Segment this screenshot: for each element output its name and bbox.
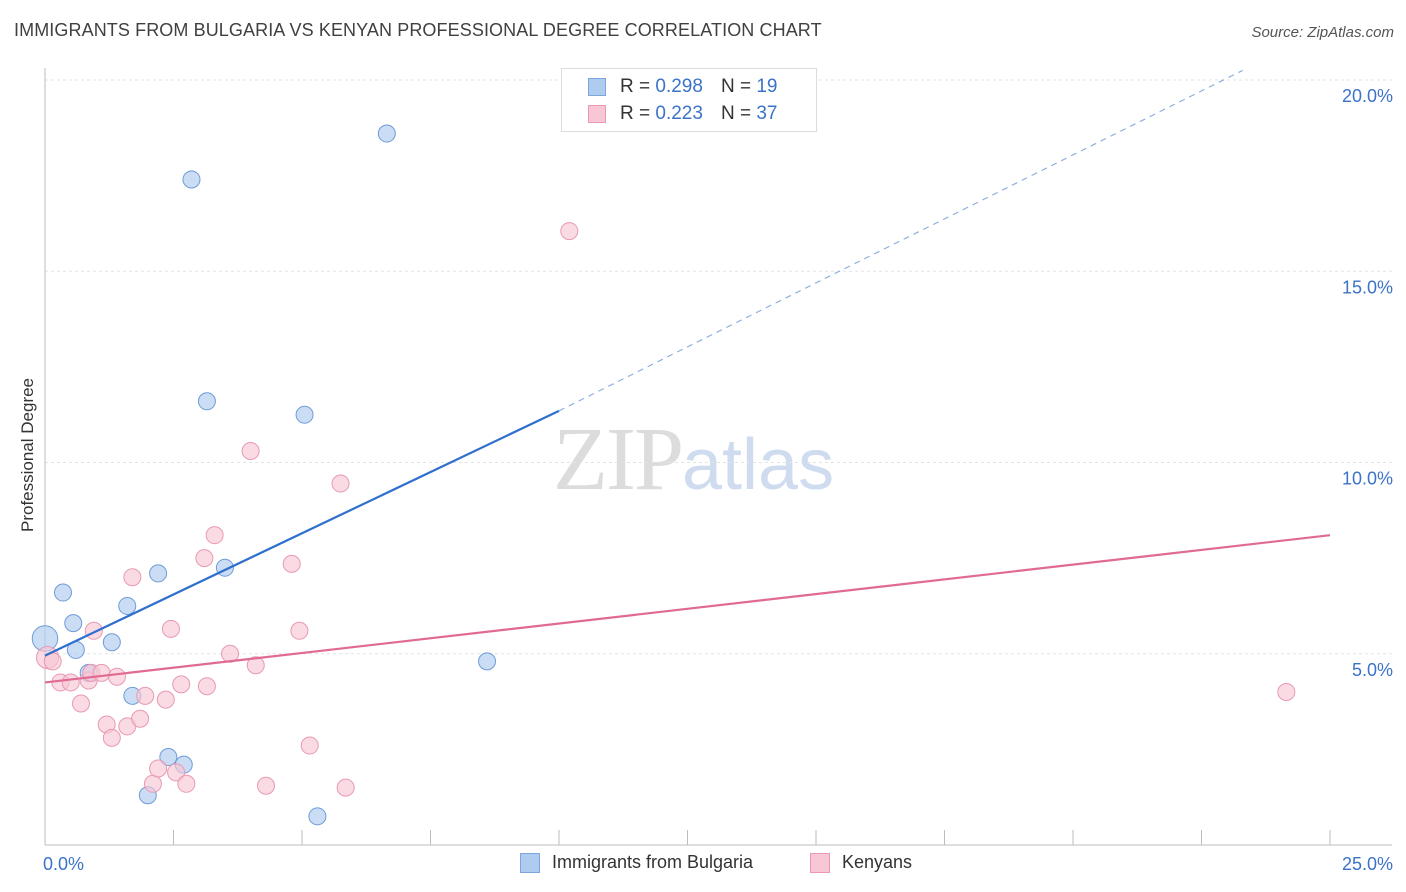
legend-swatch-kenyans (588, 105, 606, 123)
bottom-legend-swatch-bulgaria (520, 852, 540, 873)
bulgaria-point (64, 614, 83, 633)
kenyans-point (336, 778, 355, 797)
correlation-legend: R = 0.298 N = 19 R = 0.223 N = 37 (561, 68, 817, 132)
legend-row-bulgaria: R = 0.298 N = 19 (588, 74, 777, 100)
kenyans-point (195, 549, 214, 568)
kenyans-point (290, 621, 309, 640)
bulgaria-point (295, 405, 314, 424)
bulgaria-point (377, 124, 396, 143)
kenyans-point (167, 763, 186, 782)
kenyans-trend-line (44, 534, 1331, 684)
legend-r-value: 0.223 (655, 103, 703, 124)
kenyans-point (92, 663, 111, 682)
y-tick-label: 5.0% (1352, 660, 1393, 680)
legend-r-label: R = (620, 103, 651, 124)
bulgaria-point (102, 633, 121, 652)
y-tick-label: 15.0% (1342, 277, 1393, 297)
kenyans-point (246, 656, 265, 675)
kenyans-point (241, 442, 260, 461)
kenyans-point (149, 759, 168, 778)
source-label: Source: ZipAtlas.com (1251, 24, 1394, 41)
kenyans-point (161, 619, 180, 638)
kenyans-point (156, 690, 175, 709)
kenyans-point (131, 709, 150, 728)
kenyans-point (61, 673, 80, 692)
chart-title: IMMIGRANTS FROM BULGARIA VS KENYAN PROFE… (14, 20, 822, 40)
kenyans-point (300, 736, 319, 755)
bulgaria-point (53, 583, 72, 602)
legend-n-value: 19 (756, 76, 778, 97)
kenyans-point (107, 667, 126, 686)
watermark-zip: ZIP (553, 410, 684, 509)
bottom-legend-swatch-kenyans (810, 852, 830, 873)
kenyans-point (331, 474, 350, 493)
legend-row-kenyans: R = 0.223 N = 37 (588, 101, 777, 127)
x-tick-label: 25.0% (1342, 854, 1393, 874)
kenyans-point (102, 728, 121, 747)
watermark-atlas: atlas (682, 425, 835, 505)
kenyans-point (123, 568, 142, 587)
kenyans-point (205, 526, 224, 545)
bottom-legend-bulgaria: Immigrants from Bulgaria (520, 852, 753, 873)
bulgaria-point (478, 652, 497, 671)
x-tick-label: 0.0% (43, 854, 84, 874)
kenyans-point (136, 686, 155, 705)
bulgaria-trend-line (44, 409, 560, 657)
legend-n-label: N = (720, 103, 752, 124)
y-axis-label: Professional Degree (18, 377, 37, 533)
kenyans-point (143, 774, 162, 793)
kenyans-point (1277, 683, 1296, 701)
kenyans-point (197, 677, 216, 696)
legend-n-value: 37 (756, 103, 778, 124)
bulgaria-point (118, 596, 137, 615)
kenyans-point (560, 222, 579, 241)
bulgaria-point (149, 564, 168, 583)
kenyans-point (177, 774, 196, 793)
kenyans-point (282, 554, 301, 573)
legend-swatch-bulgaria (588, 78, 606, 96)
legend-r-value: 0.298 (655, 76, 703, 97)
y-tick-label: 20.0% (1342, 86, 1393, 106)
kenyans-point (257, 776, 276, 795)
bulgaria-point (197, 392, 216, 411)
bulgaria-point (308, 807, 327, 826)
watermark: ZIPatlas (553, 408, 834, 511)
legend-n-label: N = (720, 76, 752, 97)
bottom-legend-label-bulgaria: Immigrants from Bulgaria (552, 852, 754, 872)
legend-r-label: R = (620, 76, 651, 97)
y-tick-label: 10.0% (1342, 469, 1393, 489)
kenyans-point (71, 694, 90, 713)
bulgaria-point (182, 170, 201, 189)
bottom-legend-kenyans: Kenyans (810, 852, 912, 873)
bulgaria-point (159, 748, 178, 767)
kenyans-point (172, 675, 191, 694)
kenyans-point (84, 621, 103, 640)
bottom-legend-label-kenyans: Kenyans (842, 852, 913, 872)
